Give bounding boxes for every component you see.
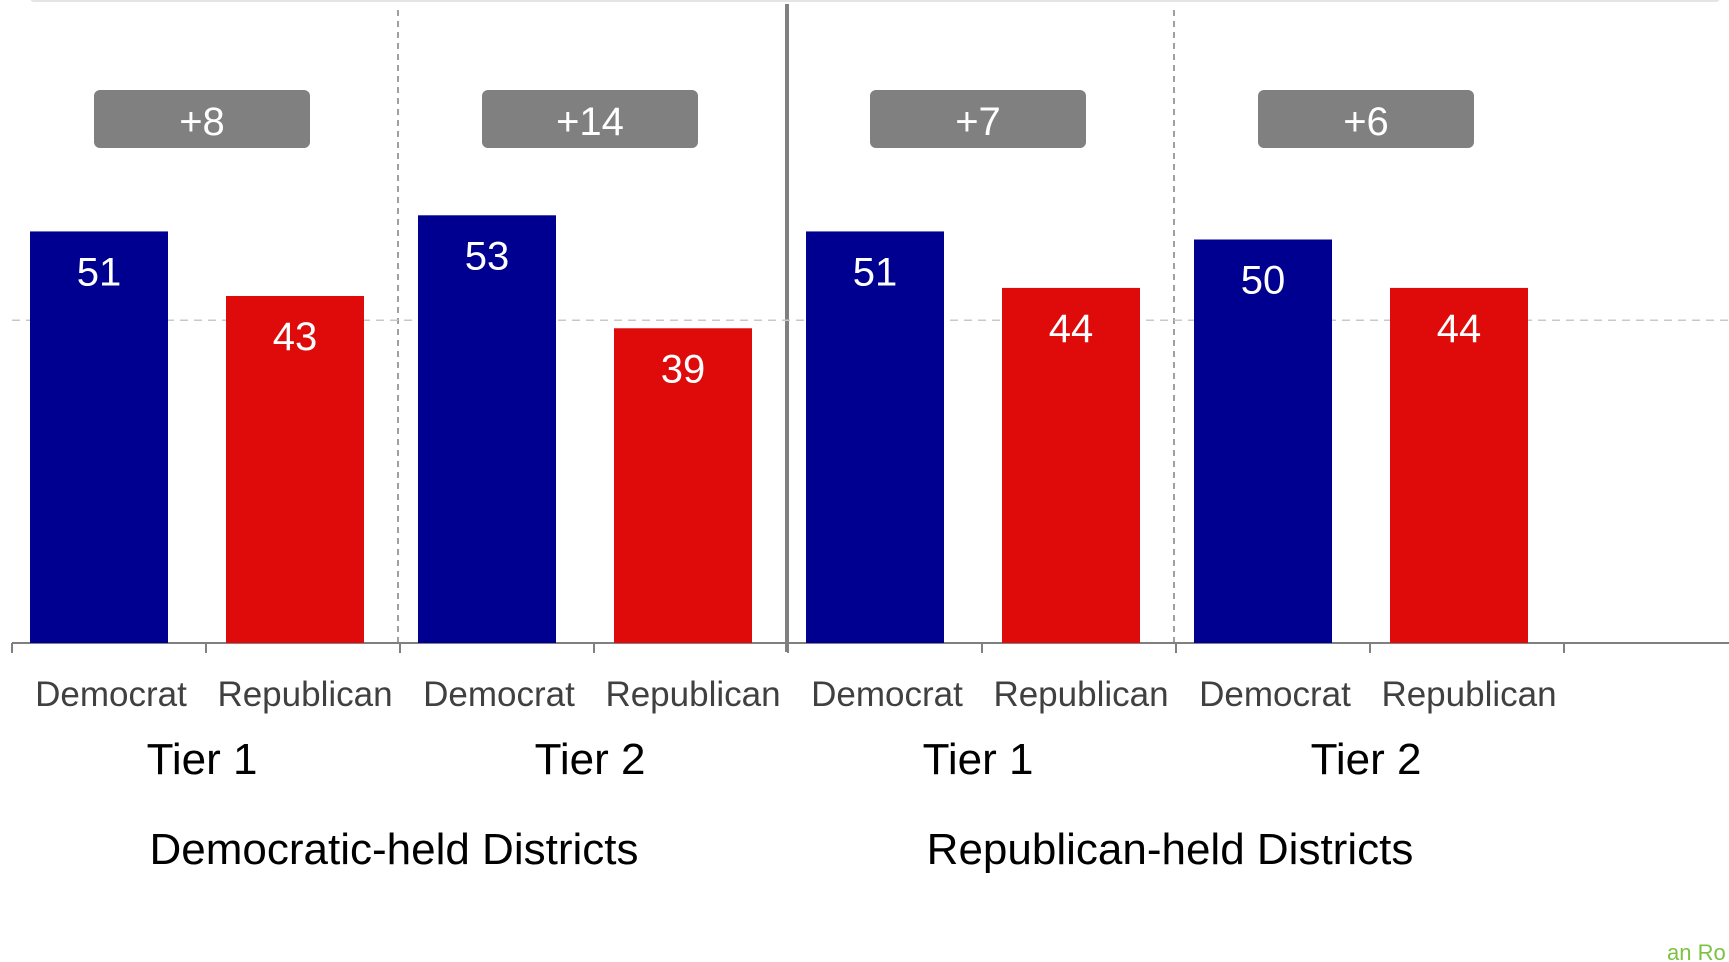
tier-label: Tier 2: [1311, 735, 1422, 784]
category-label: Republican: [993, 675, 1168, 714]
bar-value-label: 50: [1241, 259, 1286, 303]
margin-value: +6: [1343, 100, 1389, 144]
category-label: Democrat: [811, 675, 963, 714]
tier-label: Tier 1: [147, 735, 258, 784]
bar-value-label: 51: [853, 250, 898, 294]
bar-value-label: 51: [77, 250, 122, 294]
bar-value-label: 53: [465, 234, 510, 278]
category-label: Democrat: [1199, 675, 1351, 714]
category-label: Republican: [217, 675, 392, 714]
bar-value-label: 43: [273, 315, 318, 359]
margin-badge: [870, 90, 1086, 148]
bar-democrat: [1194, 239, 1332, 643]
category-label: Democrat: [35, 675, 187, 714]
margin-value: +7: [955, 100, 1001, 144]
bar-republican: [1390, 287, 1528, 643]
bar-democrat: [30, 231, 168, 643]
bar-republican: [226, 295, 364, 643]
category-label: Democrat: [423, 675, 575, 714]
category-label: Republican: [605, 675, 780, 714]
top-frame-line: [30, 0, 1720, 2]
tier-label: Tier 1: [923, 735, 1034, 784]
bar-democrat: [418, 215, 556, 644]
margin-badge: [94, 90, 310, 148]
category-label: Republican: [1381, 675, 1556, 714]
tier-label: Tier 2: [535, 735, 646, 784]
panel-title: Democratic-held Districts: [150, 825, 639, 874]
bar-value-label: 44: [1049, 307, 1094, 351]
margin-badge: [1258, 90, 1474, 148]
margin-badge: [482, 90, 698, 148]
bar-value-label: 44: [1437, 307, 1482, 351]
bar-republican: [614, 328, 752, 643]
margin-value: +14: [556, 100, 624, 144]
footer-text: an Ro: [1667, 940, 1726, 962]
bar-republican: [1002, 287, 1140, 643]
panel-title: Republican-held Districts: [927, 825, 1414, 874]
bar-value-label: 39: [661, 347, 706, 391]
margin-value: +8: [179, 100, 225, 144]
bar-democrat: [806, 231, 944, 643]
